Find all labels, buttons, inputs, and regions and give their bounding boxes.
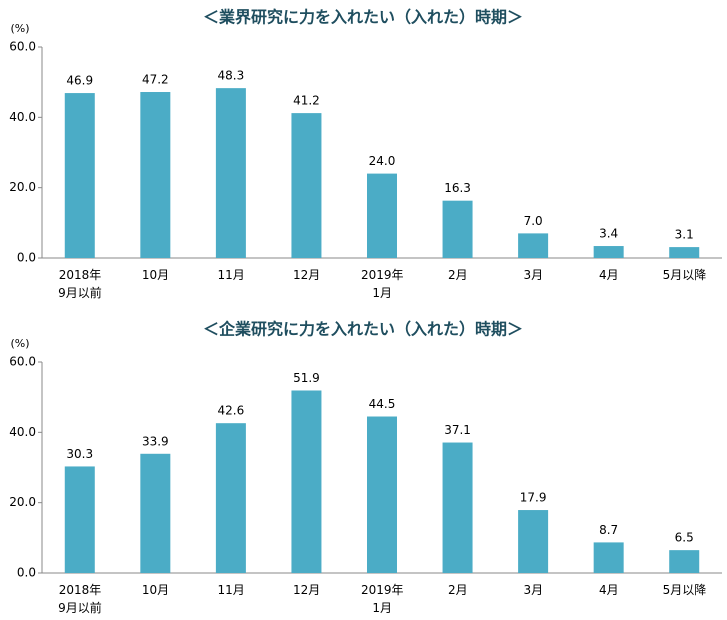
- value-label: 47.2: [142, 73, 169, 87]
- x-tick-label: 10月: [141, 268, 170, 282]
- value-label: 6.5: [675, 531, 694, 545]
- bar: [518, 510, 549, 573]
- bar: [442, 442, 473, 573]
- value-label: 48.3: [218, 69, 245, 83]
- y-axis-label: (%): [10, 337, 29, 350]
- bar: [593, 246, 624, 258]
- x-tick-label: 10月: [141, 583, 170, 597]
- value-label: 37.1: [444, 423, 471, 437]
- value-label: 44.5: [369, 397, 396, 411]
- bar: [140, 453, 171, 573]
- bar: [518, 233, 549, 258]
- value-label: 46.9: [66, 74, 93, 88]
- bar: [64, 93, 95, 259]
- x-tick-label: 11月: [217, 583, 245, 597]
- bar: [291, 390, 322, 573]
- x-tick-label: 4月: [599, 268, 619, 282]
- bar: [140, 92, 171, 258]
- y-tick-label: 0.0: [17, 566, 36, 580]
- x-tick-label: 2月: [447, 268, 468, 282]
- value-label: 41.2: [293, 94, 320, 108]
- value-label: 3.4: [599, 227, 618, 241]
- x-tick-label: 4月: [599, 583, 619, 597]
- y-tick-label: 20.0: [9, 180, 36, 194]
- y-tick-label: 40.0: [9, 425, 36, 439]
- x-tick-label: 5月以降: [662, 268, 707, 282]
- value-label: 8.7: [599, 523, 618, 537]
- x-tick-label: 2019年 1月: [360, 583, 404, 615]
- chart-title: ＜企業研究に力を入れたい（入れた）時期＞: [203, 320, 523, 339]
- bar: [442, 200, 473, 258]
- bar: [593, 542, 624, 573]
- value-label: 30.3: [66, 447, 93, 461]
- x-tick-label: 2月: [447, 583, 468, 597]
- value-label: 33.9: [142, 434, 169, 448]
- bar: [367, 416, 397, 573]
- bar: [215, 88, 246, 259]
- y-tick-label: 20.0: [9, 495, 36, 509]
- bar: [669, 550, 700, 573]
- value-label: 3.1: [675, 228, 694, 242]
- y-tick-label: 60.0: [9, 355, 36, 369]
- bar: [64, 466, 95, 573]
- y-tick-label: 40.0: [9, 110, 36, 124]
- chart-title: ＜業界研究に力を入れたい（入れた）時期＞: [203, 8, 523, 27]
- x-tick-label: 12月: [293, 268, 321, 282]
- bar: [669, 247, 700, 258]
- x-tick-label: 11月: [217, 268, 245, 282]
- x-tick-label: 2018年 9月以前: [58, 583, 102, 615]
- x-tick-label: 12月: [293, 583, 321, 597]
- value-label: 42.6: [218, 404, 245, 418]
- y-tick-label: 0.0: [17, 251, 36, 265]
- value-label: 7.0: [524, 214, 543, 228]
- value-label: 16.3: [444, 181, 471, 195]
- bar: [215, 423, 246, 573]
- bar: [367, 173, 397, 258]
- value-label: 51.9: [293, 371, 320, 385]
- x-tick-label: 2018年 9月以前: [58, 268, 102, 300]
- y-tick-label: 60.0: [9, 40, 36, 54]
- value-label: 24.0: [369, 154, 396, 168]
- x-tick-label: 3月: [523, 268, 544, 282]
- x-tick-label: 5月以降: [662, 583, 707, 597]
- bar: [291, 113, 322, 258]
- x-tick-label: 2019年 1月: [360, 268, 404, 300]
- value-label: 17.9: [520, 491, 547, 505]
- x-tick-label: 3月: [523, 583, 544, 597]
- y-axis-label: (%): [10, 22, 29, 35]
